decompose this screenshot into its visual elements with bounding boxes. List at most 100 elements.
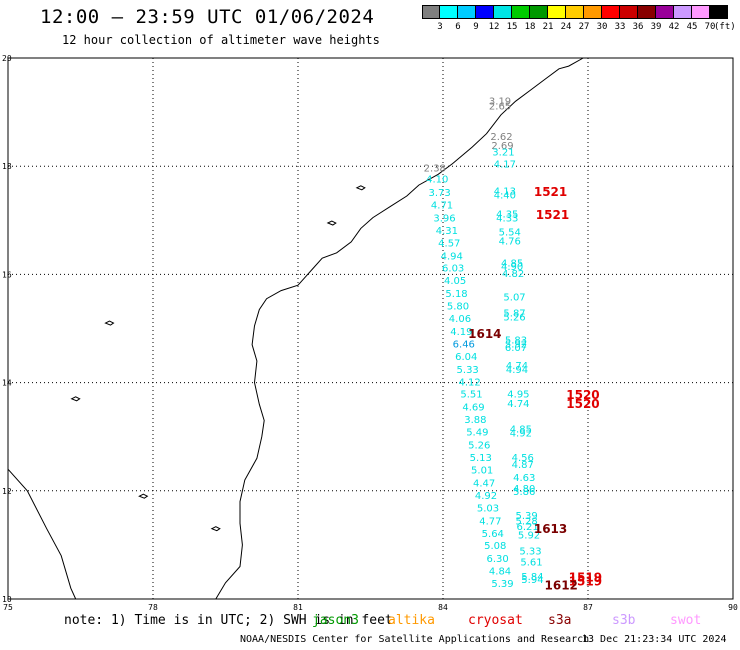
wave-height-value: 5.08 bbox=[484, 541, 506, 552]
wave-height-value: 4.85 bbox=[501, 258, 523, 269]
map-title: 12:00 — 23:59 UTC 01/06/2024 bbox=[40, 6, 375, 28]
wave-height-value: 2.69 bbox=[491, 141, 513, 152]
wave-height-value: 4.85 bbox=[510, 424, 532, 435]
wave-height-value: 4.90 bbox=[501, 262, 523, 273]
legend-swatch bbox=[494, 5, 512, 19]
wave-height-value: 5.13 bbox=[470, 453, 492, 464]
wave-height-value: 5.61 bbox=[520, 557, 542, 568]
wave-height-value: 5.51 bbox=[460, 390, 482, 401]
island-outline bbox=[138, 493, 149, 499]
legend-label: 12 bbox=[488, 22, 500, 32]
wave-height-value: 5.39 bbox=[491, 579, 513, 590]
satellite-altika: altika bbox=[388, 613, 435, 628]
coastline bbox=[215, 57, 584, 600]
island-outline bbox=[104, 320, 115, 326]
legend-swatch bbox=[602, 5, 620, 19]
footer-note: note: 1) Time is in UTC; 2) SWH is in fe… bbox=[64, 613, 393, 628]
island-outline bbox=[326, 220, 337, 226]
legend-swatch bbox=[674, 5, 692, 19]
pass-time-label: 1613 bbox=[534, 522, 567, 536]
wave-height-value: 4.40 bbox=[494, 191, 516, 202]
wave-height-value: 6.46 bbox=[453, 339, 475, 350]
wave-height-value: 4.05 bbox=[444, 276, 466, 287]
satellite-jason3: jason3 bbox=[312, 613, 359, 628]
legend-swatch bbox=[638, 5, 656, 19]
wave-height-value: 4.77 bbox=[479, 516, 501, 527]
lat-tick-label: 14 bbox=[2, 379, 12, 388]
wave-height-value: 5.33 bbox=[519, 547, 541, 558]
wave-height-value: 4.71 bbox=[431, 200, 453, 211]
wave-height-value: 5.28 bbox=[516, 516, 538, 527]
legend-swatch bbox=[512, 5, 530, 19]
pass-time-label: 1521 bbox=[536, 208, 569, 222]
wave-height-value: 6.07 bbox=[505, 343, 527, 354]
legend-label: 18 bbox=[524, 22, 536, 32]
wave-height-value: 3.19 bbox=[489, 97, 511, 108]
lat-tick-label: 16 bbox=[2, 270, 12, 279]
wave-height-value: 2.38 bbox=[424, 164, 446, 175]
wave-height-value: 4.06 bbox=[449, 314, 471, 325]
lat-tick-label: 12 bbox=[2, 487, 12, 496]
legend-label: 9 bbox=[473, 22, 479, 32]
wave-height-value: 5.33 bbox=[457, 365, 479, 376]
wave-height-value: 4.87 bbox=[512, 460, 534, 471]
wave-height-value: 3.73 bbox=[429, 188, 451, 199]
wave-height-value: 5.18 bbox=[445, 289, 467, 300]
legend-label: 27 bbox=[578, 22, 590, 32]
wave-height-value: 3.96 bbox=[433, 213, 455, 224]
pass-time-label: 1521 bbox=[534, 185, 567, 199]
wave-height-value: 5.01 bbox=[471, 465, 493, 476]
wave-height-value: 4.69 bbox=[462, 403, 484, 414]
wave-height-value: 5.39 bbox=[516, 511, 538, 522]
lat-tick-label: 18 bbox=[2, 162, 12, 171]
pass-time-label: 1520 bbox=[566, 388, 599, 402]
wave-height-value: 5.64 bbox=[482, 529, 504, 540]
wave-height-value: 5.92 bbox=[505, 339, 527, 350]
lon-tick-label: 84 bbox=[438, 603, 448, 610]
island-outline bbox=[210, 526, 221, 532]
legend-swatch bbox=[530, 5, 548, 19]
legend-swatch bbox=[548, 5, 566, 19]
wave-height-value: 4.63 bbox=[513, 473, 535, 484]
legend-swatch bbox=[584, 5, 602, 19]
wave-height-value: 4.19 bbox=[450, 327, 472, 338]
wave-height-value: 6.04 bbox=[455, 352, 477, 363]
west-coastline bbox=[7, 468, 77, 600]
map-subtitle: 12 hour collection of altimeter wave hei… bbox=[62, 33, 380, 47]
wave-height-value: 4.31 bbox=[436, 226, 458, 237]
wave-height-value: 4.95 bbox=[507, 390, 529, 401]
wave-height-value: 4.84 bbox=[489, 567, 511, 578]
satellite-s3a: s3a bbox=[548, 613, 572, 628]
lon-tick-label: 81 bbox=[293, 603, 303, 610]
legend-label: 15 bbox=[506, 22, 518, 32]
wave-height-value: 4.35 bbox=[496, 210, 518, 221]
wave-height-value: 6.30 bbox=[487, 554, 509, 565]
pass-time-label: 1519 bbox=[569, 571, 602, 585]
legend-swatch bbox=[566, 5, 584, 19]
wave-height-value: 5.80 bbox=[447, 302, 469, 313]
legend-swatch bbox=[656, 5, 674, 19]
lon-tick-label: 87 bbox=[583, 603, 593, 610]
wave-height-value: 4.57 bbox=[438, 238, 460, 249]
legend-label: 33 bbox=[614, 22, 626, 32]
legend-label: 36 bbox=[632, 22, 644, 32]
legend-swatch bbox=[476, 5, 494, 19]
lat-tick-label: 20 bbox=[2, 54, 12, 63]
wave-height-value: 4.17 bbox=[494, 159, 516, 170]
legend-label: 70 bbox=[704, 22, 716, 32]
wave-height-value: 5.49 bbox=[466, 428, 488, 439]
wave-height-value: 4.76 bbox=[499, 237, 521, 248]
wave-height-value: 5.94 bbox=[521, 575, 543, 586]
legend-swatch bbox=[620, 5, 638, 19]
satellite-s3b: s3b bbox=[612, 613, 636, 628]
wave-height-value: 4.94 bbox=[441, 251, 463, 262]
wave-height-value: 5.03 bbox=[477, 503, 499, 514]
lon-tick-label: 90 bbox=[728, 603, 738, 610]
legend-label: 42 bbox=[668, 22, 680, 32]
legend-label: 30 bbox=[596, 22, 608, 32]
wave-height-value: 4.13 bbox=[494, 186, 516, 197]
legend-label: 21 bbox=[542, 22, 554, 32]
wave-height-value: 4.80 bbox=[513, 484, 535, 495]
pass-time-label: 1612 bbox=[545, 578, 578, 592]
wave-height-value: 4.12 bbox=[458, 377, 480, 388]
